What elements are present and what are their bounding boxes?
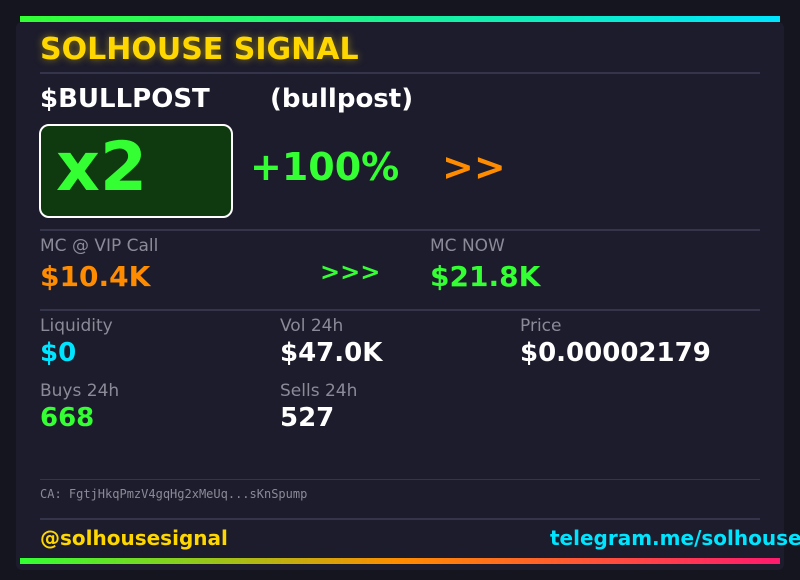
mc-call-label: MC @ VIP Call: [40, 236, 159, 256]
mc-arrow: >>>: [320, 258, 381, 286]
token-name: (bullpost): [270, 84, 414, 114]
stat-label: Buys 24h: [40, 381, 120, 401]
bottom-gradient-bar: [20, 558, 780, 564]
divider: [40, 229, 760, 231]
title: SOLHOUSE SIGNAL: [40, 32, 359, 67]
arrow: >>: [442, 145, 506, 189]
divider: [40, 518, 760, 520]
divider: [40, 309, 760, 311]
stat-value: $47.0K: [280, 338, 383, 368]
stat-value: 668: [40, 403, 95, 433]
ticker: $BULLPOST: [40, 84, 210, 114]
stat-value: $0.00002179: [520, 338, 711, 368]
mc-call-value: $10.4K: [40, 260, 151, 293]
divider: [40, 72, 760, 74]
stat-label: Sells 24h: [280, 381, 358, 401]
telegram-link[interactable]: telegram.me/solhouse: [550, 526, 800, 550]
mc-now-value: $21.8K: [430, 260, 541, 293]
multiplier-box: [39, 124, 233, 218]
divider: [40, 479, 760, 480]
stat-value: $0: [40, 338, 77, 368]
handle: @solhousesignal: [40, 526, 228, 550]
mc-now-label: MC NOW: [430, 236, 505, 256]
stat-label: Liquidity: [40, 316, 113, 336]
stat-label: Price: [520, 316, 562, 336]
card: [16, 22, 784, 570]
multiplier: x2: [56, 128, 148, 207]
gain: +100%: [250, 145, 400, 189]
stat-label: Vol 24h: [280, 316, 344, 336]
stat-value: 527: [280, 403, 335, 433]
top-gradient-bar: [20, 16, 780, 22]
contract-address: CA: FgtjHkqPmzV4gqHg2xMeUq...sKnSpump: [40, 487, 308, 501]
